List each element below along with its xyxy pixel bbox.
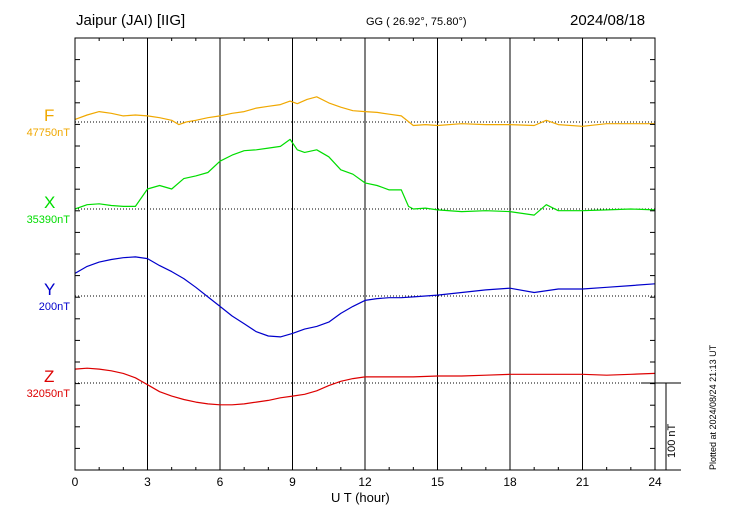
- coords-label: GG ( 26.92°, 75.80°): [366, 16, 467, 28]
- date-label: 2024/08/18: [570, 12, 646, 29]
- x-tick-label: 3: [144, 475, 151, 489]
- series-name-f: F: [44, 106, 55, 125]
- series-line-z: [74, 367, 656, 406]
- scale-bar: [641, 382, 681, 471]
- series-baseline-f: 47750nT: [26, 127, 70, 139]
- series-lines: [74, 96, 656, 406]
- x-tick-label: 15: [430, 475, 445, 489]
- x-tick-label: 18: [503, 475, 517, 489]
- plotted-at-note: Plotted at 2024/08/24 21:13 UT: [708, 344, 718, 470]
- x-tick-label: 9: [289, 475, 296, 489]
- series-name-y: Y: [44, 280, 56, 299]
- x-tick-label: 21: [575, 475, 590, 489]
- x-tick-label: 12: [358, 475, 372, 489]
- x-tick-label: 24: [648, 475, 662, 489]
- series-baseline-z: 32050nT: [26, 388, 70, 400]
- series-name-x: X: [44, 193, 56, 212]
- x-tick-label: 6: [216, 475, 224, 489]
- series-line-x: [74, 138, 656, 216]
- series-name-z: Z: [44, 367, 55, 386]
- scale-bar-label: 100 nT: [666, 423, 678, 458]
- station-title: Jaipur (JAI) [IIG]: [76, 12, 186, 29]
- x-axis-label: U T (hour): [331, 490, 390, 505]
- series-baseline-y: 200nT: [38, 301, 70, 313]
- series-line-f: [74, 96, 655, 127]
- axis-ticks: [74, 37, 656, 470]
- x-tick-label: 0: [71, 475, 79, 489]
- series-baseline-x: 35390nT: [26, 214, 70, 226]
- series-line-y: [74, 256, 656, 338]
- grid: [75, 38, 655, 470]
